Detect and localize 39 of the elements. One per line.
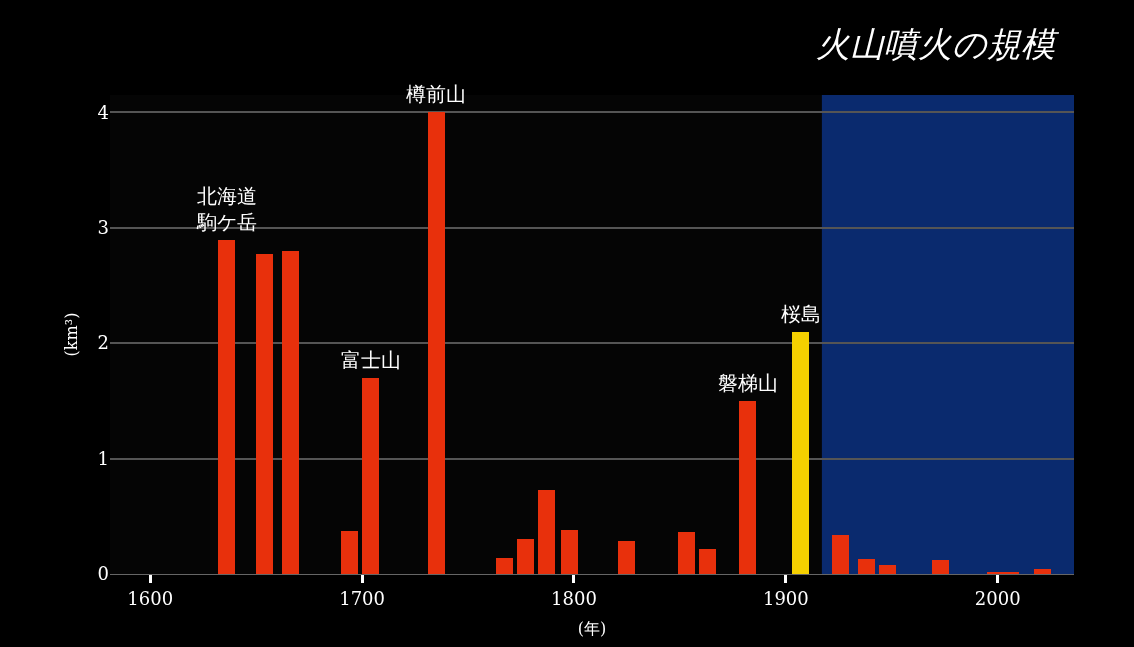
- bar: [1034, 569, 1051, 574]
- x-tick-label: 1900: [762, 587, 809, 609]
- bar: [256, 254, 273, 574]
- y-tick-label: 0: [97, 563, 109, 585]
- y-tick-label: 3: [97, 217, 109, 239]
- annotation: 磐梯山: [718, 371, 778, 395]
- x-tick-label: 2000: [974, 587, 1021, 609]
- bar: [618, 541, 635, 574]
- bar: [538, 490, 555, 574]
- bar: [496, 558, 513, 574]
- bar: [932, 560, 949, 574]
- y-tick-label: 1: [97, 447, 109, 469]
- bar: [218, 240, 235, 574]
- bar: [699, 549, 716, 574]
- bar: [517, 539, 534, 574]
- annotation: 富士山: [341, 348, 401, 372]
- bar: [739, 401, 756, 574]
- bar: [879, 565, 896, 574]
- y-axis-title: (km³): [62, 312, 82, 357]
- annotation: 樽前山: [406, 82, 466, 106]
- bar: [792, 332, 809, 574]
- bar: [341, 531, 358, 574]
- y-tick-label: 4: [97, 101, 109, 123]
- bar: [282, 251, 299, 574]
- annotation: 桜島: [781, 302, 821, 326]
- bar: [362, 378, 379, 574]
- chart-title: 火山噴火の規模: [815, 24, 1060, 65]
- annotation: 駒ケ岳: [196, 210, 257, 234]
- bar: [858, 559, 875, 574]
- bar: [832, 535, 849, 574]
- x-axis-title: (年): [577, 619, 607, 639]
- x-tick-label: 1600: [127, 587, 174, 609]
- y-tick-label: 2: [97, 332, 109, 354]
- x-tick-label: 1800: [551, 587, 597, 609]
- annotation: 北海道: [197, 184, 257, 208]
- x-tick-label: 1700: [339, 587, 386, 609]
- bar: [678, 532, 695, 574]
- bar: [561, 530, 578, 574]
- bar: [428, 112, 445, 574]
